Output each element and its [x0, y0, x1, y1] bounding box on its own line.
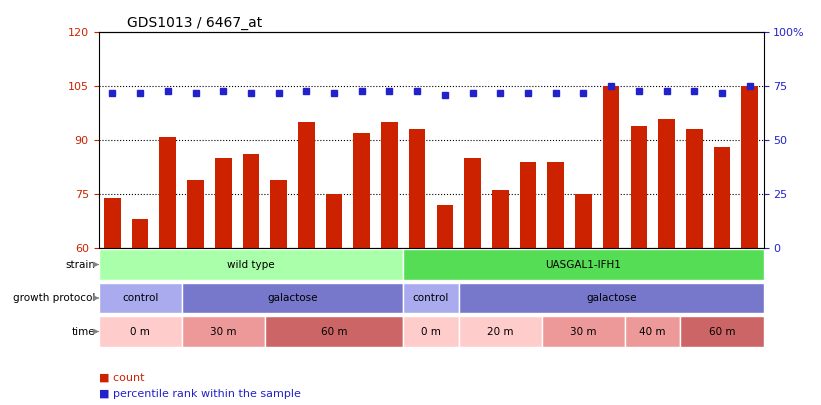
Bar: [326, 194, 342, 248]
Bar: [298, 122, 314, 248]
Bar: [99, 249, 403, 279]
Bar: [520, 162, 536, 248]
Bar: [381, 122, 398, 248]
Bar: [437, 205, 453, 248]
Bar: [187, 179, 204, 248]
Bar: [625, 316, 681, 347]
Text: galactose: galactose: [267, 293, 318, 303]
Text: growth protocol: growth protocol: [13, 293, 95, 303]
Bar: [215, 158, 232, 248]
Bar: [603, 86, 620, 248]
Bar: [403, 283, 459, 313]
Text: 0 m: 0 m: [131, 326, 150, 337]
Text: wild type: wild type: [227, 260, 275, 270]
Text: control: control: [122, 293, 158, 303]
Text: GDS1013 / 6467_at: GDS1013 / 6467_at: [127, 16, 263, 30]
Text: ■ count: ■ count: [99, 373, 144, 383]
Bar: [741, 86, 758, 248]
Bar: [181, 283, 403, 313]
Bar: [104, 198, 121, 248]
Text: UASGAL1-IFH1: UASGAL1-IFH1: [545, 260, 621, 270]
Text: ■ percentile rank within the sample: ■ percentile rank within the sample: [99, 389, 300, 399]
Bar: [542, 316, 625, 347]
Bar: [403, 316, 459, 347]
Bar: [492, 190, 509, 248]
Text: strain: strain: [65, 260, 95, 270]
Bar: [459, 316, 542, 347]
Bar: [465, 158, 481, 248]
Text: time: time: [71, 326, 95, 337]
Bar: [686, 129, 703, 248]
Text: 30 m: 30 m: [570, 326, 597, 337]
Text: 60 m: 60 m: [709, 326, 736, 337]
Bar: [354, 133, 370, 248]
Bar: [658, 119, 675, 248]
Bar: [270, 179, 287, 248]
Text: galactose: galactose: [586, 293, 636, 303]
Bar: [713, 147, 731, 248]
Bar: [132, 219, 149, 248]
Bar: [409, 129, 425, 248]
Bar: [631, 126, 647, 248]
Bar: [681, 316, 764, 347]
Text: 30 m: 30 m: [210, 326, 236, 337]
Bar: [403, 249, 764, 279]
Bar: [181, 316, 264, 347]
Bar: [576, 194, 592, 248]
Text: 40 m: 40 m: [640, 326, 666, 337]
Bar: [459, 283, 764, 313]
Text: 0 m: 0 m: [421, 326, 441, 337]
Text: 20 m: 20 m: [487, 326, 514, 337]
Bar: [159, 136, 177, 248]
Bar: [548, 162, 564, 248]
Bar: [99, 316, 181, 347]
Text: 60 m: 60 m: [321, 326, 347, 337]
Bar: [243, 154, 259, 248]
Text: control: control: [413, 293, 449, 303]
Bar: [99, 283, 181, 313]
Bar: [264, 316, 403, 347]
